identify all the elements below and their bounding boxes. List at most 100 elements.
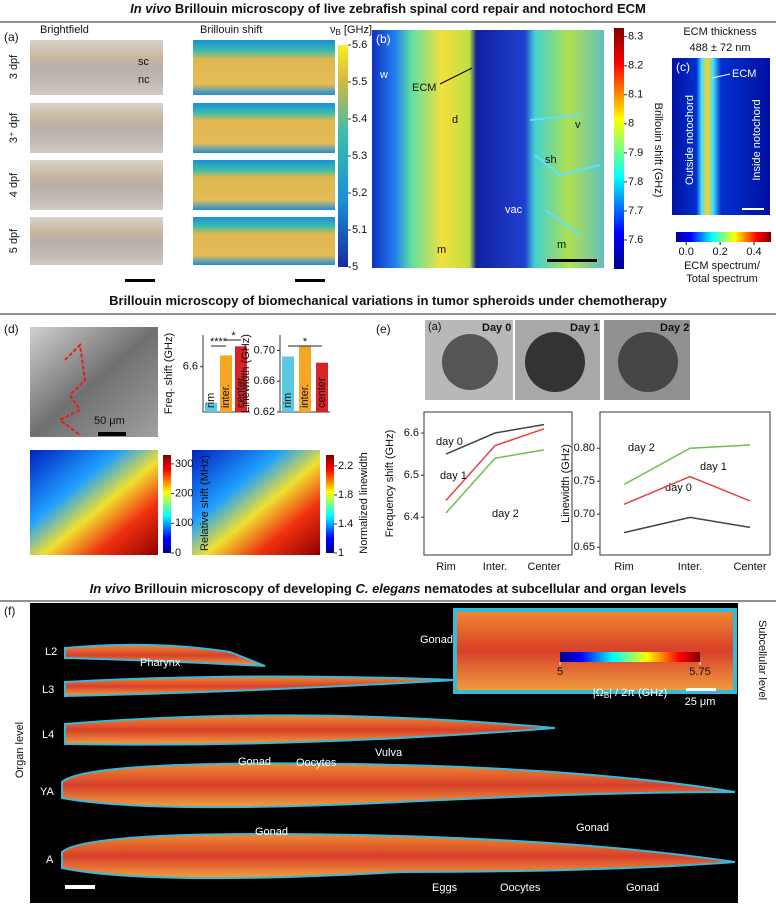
colorbar (163, 455, 171, 553)
annotation: Gonad (238, 756, 271, 768)
row-label: 5 dpf (8, 228, 20, 253)
colorbar-tick-label: 7.7 (628, 205, 643, 217)
stage-label: A (46, 854, 54, 866)
series-label: day 0 (665, 482, 692, 494)
unit-label: νB [GHz] (330, 24, 372, 37)
x-tick-label: Inter. (483, 561, 507, 573)
annotation: Oocytes (500, 882, 541, 894)
colorbar-tick-label: 5.2 (352, 187, 367, 199)
image (30, 327, 158, 437)
colorbar-tick-label: 8 (628, 118, 634, 130)
colorbar (676, 232, 771, 242)
series-label: day 1 (700, 461, 727, 473)
y-axis-label: Frequency shift (GHz) (384, 430, 396, 538)
bar (282, 356, 294, 412)
series-line (445, 449, 545, 514)
image (372, 30, 604, 268)
day-label: Day 1 (570, 322, 599, 334)
scale-label: 25 μm (685, 696, 716, 708)
panel-label: (e) (376, 322, 391, 336)
series-label: day 1 (440, 470, 467, 482)
stage-label: L3 (42, 684, 54, 696)
unit: ν (330, 24, 336, 36)
bar (235, 346, 247, 412)
annotation: m (437, 244, 446, 256)
category-label: center (235, 377, 247, 408)
header-part: In vivo (130, 1, 171, 16)
image (30, 160, 163, 210)
image (30, 103, 163, 153)
colorbar-tick-label: 5.6 (352, 39, 367, 51)
header: In vivo Brillouin microscopy of live zeb… (130, 1, 646, 16)
panel-label: (c) (676, 60, 690, 74)
image (193, 103, 335, 153)
image (30, 40, 163, 95)
annotation: vac (505, 204, 523, 216)
annotation: ECM (732, 68, 756, 80)
value: 488 ± 72 nm (689, 42, 750, 54)
colorbar-tick-label: 5 (557, 666, 563, 678)
colorbar-tick-label: 5 (352, 261, 358, 273)
unit: [GHz] (341, 24, 372, 36)
x-tick-label: Rim (614, 561, 634, 573)
scale-bar (65, 885, 95, 889)
day-label: Day 0 (482, 322, 511, 334)
row-label: 3 dpf (8, 54, 20, 79)
annotation: Outside notochord (684, 95, 696, 185)
annotation: Vulva (375, 747, 403, 759)
colorbar-tick-label: 7.8 (628, 176, 643, 188)
scale-bar (686, 688, 716, 691)
colorbar-tick-label: 7.6 (628, 234, 643, 246)
colorbar (614, 28, 624, 269)
cell-walls (529, 114, 601, 236)
colorbar-tick-label: 1 (338, 547, 344, 559)
colorbar-tick-label: 5.1 (352, 224, 367, 236)
annotation: Gonad (626, 882, 659, 894)
series-label: day 0 (436, 436, 463, 448)
category-label: inter. (220, 384, 232, 408)
worm (61, 833, 736, 880)
colorbar-tick-label: 0 (175, 547, 181, 559)
day-label: Day 2 (660, 322, 689, 334)
y-tick-label: 6.4 (404, 511, 419, 523)
series-line (445, 428, 545, 501)
category-label: center (316, 377, 328, 408)
image (672, 58, 770, 215)
spheroid (525, 332, 585, 392)
colorbar-tick-label: 8.3 (628, 31, 643, 43)
image (193, 40, 335, 95)
scale-bar (125, 279, 155, 282)
row-label: 4 dpf (8, 172, 20, 197)
colorbar-tick-label: 0.4 (746, 246, 761, 258)
panel-label: (b) (376, 32, 391, 46)
label-sub: B (604, 691, 609, 700)
title: ECM thickness (683, 26, 757, 38)
series-line (623, 444, 751, 486)
annotation: Pharynx (140, 657, 181, 669)
significance: * (231, 330, 236, 342)
row-label: 3⁺ dpf (8, 112, 20, 143)
colorbar-label: Total spectrum (686, 273, 758, 285)
brightfield-images (30, 40, 335, 282)
scale-bar (547, 259, 597, 262)
pointer (439, 67, 473, 85)
x-tick-label: Center (733, 561, 766, 573)
header-part: Brillouin microscopy of live zebrafish s… (171, 1, 646, 16)
bar (299, 346, 311, 412)
image (30, 217, 163, 265)
colorbar-label: |ΩB| / 2π (GHz) (593, 687, 668, 700)
y-tick-label: 6.6 (404, 427, 419, 439)
scale-label: 50 μm (94, 415, 125, 427)
annotation: Gonad (420, 634, 453, 646)
panel-label: (d) (4, 322, 19, 336)
x-tick-label: Inter. (678, 561, 702, 573)
colorbar-tick-label: 5.3 (352, 150, 367, 162)
annotation: Eggs (432, 882, 458, 894)
colorbar-tick-label: 2.2 (338, 460, 353, 472)
subcellular-image (453, 608, 737, 694)
y-tick-label: 6.6 (183, 361, 198, 373)
colorbar-label: ECM spectrum/ (684, 260, 761, 272)
category-label: inter. (299, 384, 311, 408)
pointer (711, 73, 731, 79)
